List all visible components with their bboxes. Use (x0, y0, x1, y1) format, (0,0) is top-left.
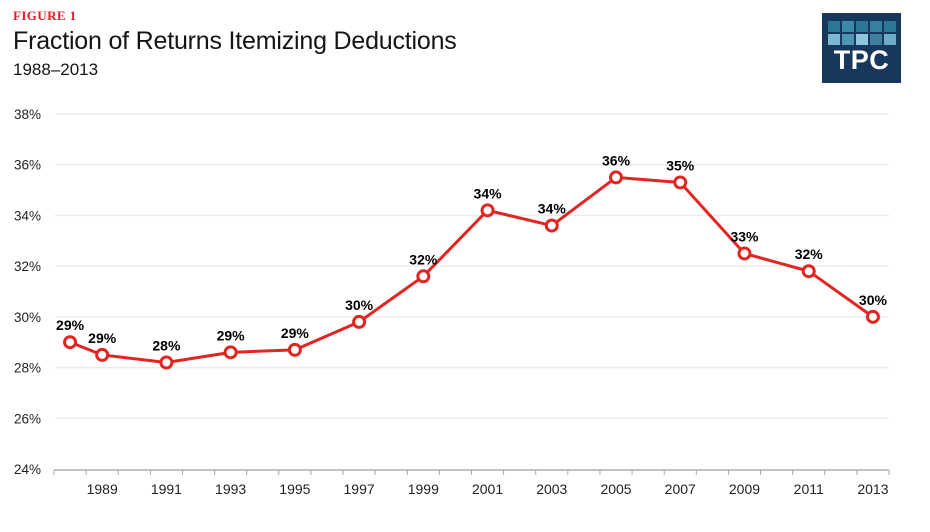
x-tick-label: 1991 (151, 481, 182, 497)
x-tick-label: 2001 (472, 481, 503, 497)
y-tick-label: 30% (14, 310, 41, 325)
tpc-logo: TPC (822, 13, 901, 83)
data-point (865, 309, 880, 324)
logo-tile (827, 34, 840, 45)
data-point-label: 33% (730, 228, 759, 244)
data-point (352, 314, 367, 329)
page-title: Fraction of Returns Itemizing Deductions (13, 27, 457, 55)
logo-tile (841, 21, 854, 32)
y-tick-label: 28% (14, 361, 41, 376)
data-point (287, 342, 302, 357)
data-point (544, 218, 559, 233)
data-point (159, 355, 174, 370)
data-point-label: 29% (217, 327, 246, 343)
data-point-label: 30% (345, 297, 374, 313)
y-tick-label: 38% (14, 107, 41, 122)
data-point-label: 29% (88, 330, 117, 346)
x-tick-label: 1989 (87, 481, 118, 497)
y-tick-label: 34% (14, 208, 41, 223)
x-tick-label: 1993 (215, 481, 246, 497)
figure-label: FIGURE 1 (13, 8, 77, 23)
data-point (95, 347, 110, 362)
data-point (223, 345, 238, 360)
data-point (480, 203, 495, 218)
data-point-label: 29% (281, 325, 310, 341)
logo-tile (827, 21, 840, 32)
data-point-label: 35% (666, 157, 695, 173)
data-point-label: 34% (474, 185, 503, 201)
logo-tile (869, 21, 882, 32)
logo-text: TPC (833, 45, 890, 75)
y-tick-label: 24% (14, 462, 41, 477)
logo-tile (841, 34, 854, 45)
x-tick-label: 1997 (344, 481, 375, 497)
logo-tile (869, 34, 882, 45)
y-tick-label: 26% (14, 411, 41, 426)
data-point (801, 264, 816, 279)
data-point-label: 34% (538, 201, 567, 217)
data-point (609, 170, 624, 185)
data-point (737, 246, 752, 261)
x-tick-label: 1995 (279, 481, 310, 497)
data-point-label: 29% (56, 317, 85, 333)
x-tick-label: 2013 (857, 481, 888, 497)
data-point (63, 335, 78, 350)
logo-tile (855, 34, 868, 45)
data-point (673, 175, 688, 190)
logo-tile (855, 21, 868, 32)
logo-mosaic-icon (822, 13, 901, 45)
data-point-label: 28% (152, 338, 181, 354)
data-point-label: 32% (409, 251, 438, 267)
chart-subtitle: 1988–2013 (13, 60, 99, 79)
y-tick-label: 32% (14, 259, 41, 274)
data-point (416, 269, 431, 284)
chart-header: FIGURE 1 Fraction of Returns Itemizing D… (13, 8, 457, 80)
data-point-label: 30% (859, 292, 888, 308)
logo-tile (883, 21, 896, 32)
logo-tile (883, 34, 896, 45)
x-tick-label: 2005 (600, 481, 631, 497)
x-tick-label: 2011 (794, 481, 824, 497)
x-tick-label: 1999 (408, 481, 439, 497)
x-tick-label: 2007 (665, 481, 696, 497)
data-line (68, 175, 875, 364)
data-point-label: 32% (795, 246, 824, 262)
x-tick-label: 2003 (536, 481, 567, 497)
y-tick-label: 36% (14, 158, 41, 173)
data-point-label: 36% (602, 152, 631, 168)
x-tick-label: 2009 (729, 481, 760, 497)
